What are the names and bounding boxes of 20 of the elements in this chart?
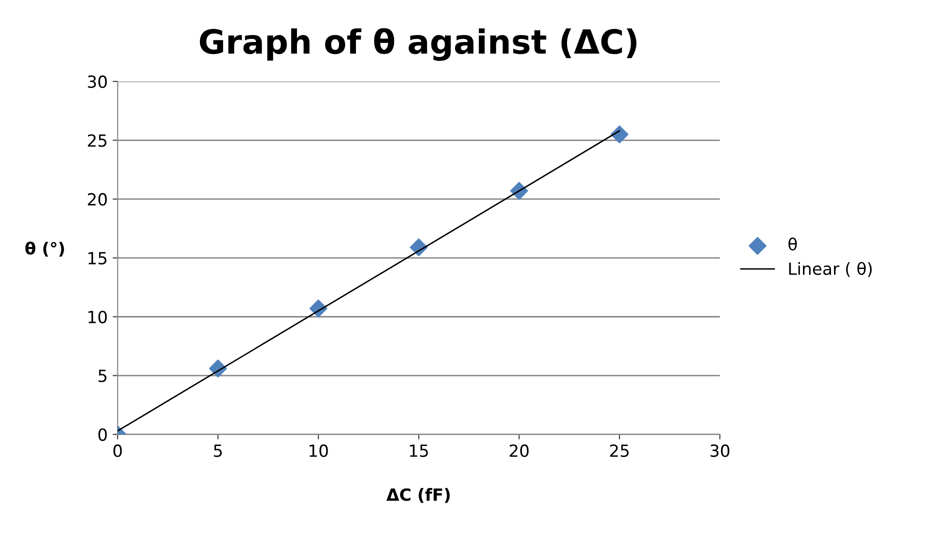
x-tick-label: 25 [610, 444, 629, 458]
x-tick-label: 10 [310, 444, 328, 458]
y-tick-label: 0 [98, 428, 107, 441]
y-tick-label: 15 [88, 252, 106, 264]
y-tick-label: 30 [88, 75, 107, 88]
x-tick-label: 30 [710, 444, 730, 458]
x-tick-label: 15 [410, 444, 428, 458]
y-tick-label: 25 [88, 134, 106, 147]
y-axis-title: θ (°) [25, 242, 64, 257]
x-tick-label: 20 [510, 444, 529, 458]
y-tick-label: 20 [88, 193, 107, 206]
legend-label: θ [788, 238, 797, 250]
point [610, 125, 628, 144]
y-tick-label: 10 [88, 310, 107, 324]
x-tick-label: 0 [113, 444, 122, 458]
chart-title: Graph of θ against (ΔC) [200, 28, 636, 61]
legend-label: Linear ( θ) [789, 262, 872, 277]
y-tick-label: 5 [98, 370, 106, 382]
x-tick-label: 5 [214, 444, 222, 458]
x-axis-title: ΔC (fF) [386, 488, 450, 503]
